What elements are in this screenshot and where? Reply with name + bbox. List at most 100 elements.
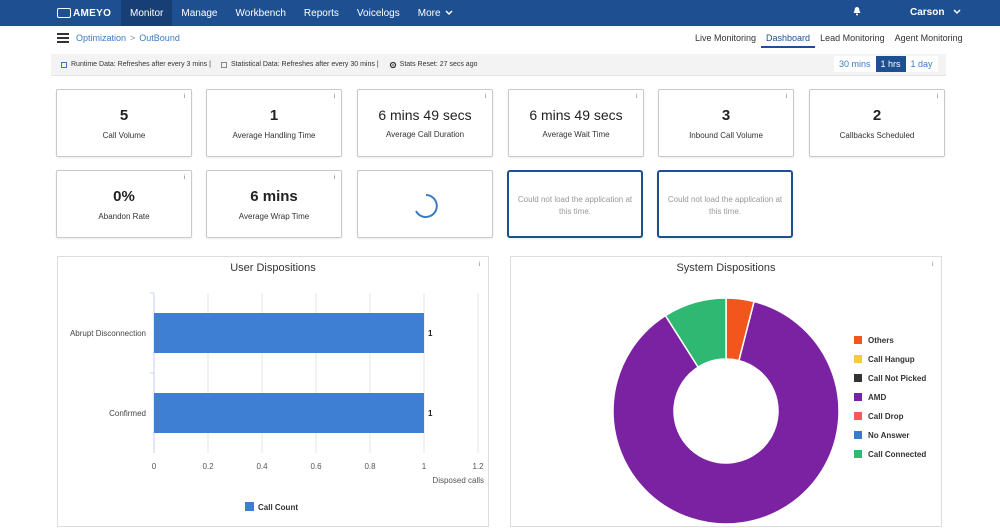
x-tick-label: 0 [152,462,157,471]
error-message: Could not load the application at this t… [667,195,783,216]
x-tick-label: 1 [422,462,427,471]
card-callbacks-scheduled: i 2 Callbacks Scheduled [809,89,945,157]
card-value: 6 mins [250,188,298,205]
legend-swatch [854,355,862,363]
info-icon[interactable]: i [183,94,185,100]
legend-label: Call Count [258,503,298,512]
nav-voicelogs[interactable]: Voicelogs [356,7,400,19]
statistical-info: Statistical Data: Refreshes after every … [230,61,379,68]
legend-swatch [854,336,862,344]
y-category-label: Confirmed [109,409,146,418]
legend-swatch [245,502,254,511]
monitoring-tabs: Live Monitoring Dashboard Lead Monitorin… [690,30,968,48]
tab-dashboard[interactable]: Dashboard [761,30,816,48]
legend-label: Call Not Picked [868,374,926,383]
bar-data-label: 1 [428,409,433,418]
error-message: Could not load the application at this t… [517,195,633,216]
legend-label: Call Drop [868,412,904,421]
legend-swatch [854,374,862,382]
loading-spinner-icon [415,194,438,218]
chevron-down-icon [445,10,453,16]
tab-lead-monitoring[interactable]: Lead Monitoring [820,33,885,43]
top-nav-bar: AMEYO Monitor Manage Workbench Reports V… [0,0,1000,26]
donut-slice [612,300,840,525]
time-30-mins-button[interactable]: 30 mins [834,56,876,72]
breadcrumb-outbound[interactable]: OutBound [139,33,180,43]
bar [154,393,424,433]
time-1-day-button[interactable]: 1 day [905,56,938,72]
card-value: 6 mins 49 secs [529,107,623,123]
card-label: Abandon Rate [98,212,150,221]
card-value: 3 [721,107,731,124]
user-dispositions-chart: 0 0.2 0.4 0.6 0.8 1 1.2 Abrupt Disconnection 1 Co… [70,292,484,512]
legend-swatch [854,450,862,458]
info-icon[interactable]: i [478,262,480,268]
logo-text: AMEYO [73,7,112,19]
card-load-error: Could not load the application at this t… [657,170,793,238]
legend-label: No Answer [868,431,910,440]
system-dispositions-panel: System Dispositions i Others Call Hangup C… [510,256,942,527]
info-icon[interactable]: i [931,262,933,268]
x-tick-label: 0.2 [202,462,214,471]
nav-reports[interactable]: Reports [303,7,339,19]
card-loading [357,170,493,238]
x-tick-label: 0.4 [256,462,268,471]
bar [154,313,424,353]
card-value: 5 [119,107,129,124]
system-dispositions-chart: Others Call Hangup Call Not Picked AMD Call … [612,297,926,525]
card-abandon-rate: i 0% Abandon Rate [56,170,192,238]
legend-swatch [854,393,862,401]
time-1-hrs-button[interactable]: 1 hrs [875,56,906,72]
panel-title: System Dispositions [676,262,776,274]
user-dispositions-panel: User Dispositions i 0 0.2 0.4 0.6 0.8 1 1.2 Abr… [57,256,489,527]
legend-swatch [854,412,862,420]
chevron-right-icon: > [130,33,136,43]
time-range-selector: 30 mins 1 hrs 1 day [834,56,938,72]
breadcrumb-optimization[interactable]: Optimization [76,33,127,43]
card-label: Average Call Duration [385,130,465,139]
info-icon[interactable]: i [785,94,787,100]
chevron-down-icon [953,9,961,15]
bell-icon[interactable] [852,6,862,16]
y-category-label: Abrupt Disconnection [70,329,146,338]
panel-title: User Dispositions [230,262,316,274]
x-axis-label: Disposed calls [432,476,484,485]
info-icon[interactable]: i [333,175,335,181]
tab-live-monitoring[interactable]: Live Monitoring [695,33,757,43]
info-icon[interactable]: i [484,94,486,100]
card-label: Average Handling Time [232,131,316,140]
legend-swatch [854,431,862,439]
card-label: Callbacks Scheduled [839,131,915,140]
tab-agent-monitoring[interactable]: Agent Monitoring [894,33,963,43]
legend-label: Call Connected [868,450,926,459]
info-icon[interactable]: i [936,94,938,100]
runtime-checkbox-icon [61,61,67,68]
nav-monitor[interactable]: Monitor [121,0,173,26]
card-average-call-duration: i 6 mins 49 secs Average Call Duration [357,89,493,157]
user-menu[interactable]: Carson [910,7,961,18]
legend-label: Call Hangup [868,355,915,364]
user-name: Carson [910,7,945,18]
card-label: Inbound Call Volume [689,131,763,140]
bar-data-label: 1 [428,329,433,338]
legend-label: Others [868,336,894,345]
info-icon[interactable]: i [333,94,335,100]
x-tick-label: 0.8 [364,462,376,471]
info-icon[interactable]: i [635,94,637,100]
card-average-wrap-time: i 6 mins Average Wrap Time [206,170,342,238]
hamburger-menu-icon[interactable] [57,33,69,43]
x-tick-label: 1.2 [472,462,484,471]
ameyo-logo[interactable]: AMEYO [0,0,111,26]
nav-manage[interactable]: Manage [181,7,218,19]
info-icon[interactable]: i [183,175,185,181]
card-label: Call Volume [102,131,146,140]
legend-label: AMD [868,393,886,402]
refresh-info-bar: Runtime Data: Refreshes after every 3 mi… [51,54,946,76]
card-average-handling-time: i 1 Average Handling Time [206,89,342,157]
card-call-volume: i 5 Call Volume [56,89,192,157]
card-load-error: Could not load the application at this t… [507,170,643,238]
nav-more[interactable]: More [409,0,462,26]
card-average-wait-time: i 6 mins 49 secs Average Wait Time [508,89,644,157]
nav-workbench[interactable]: Workbench [235,7,286,19]
nav-more-label: More [417,7,441,19]
